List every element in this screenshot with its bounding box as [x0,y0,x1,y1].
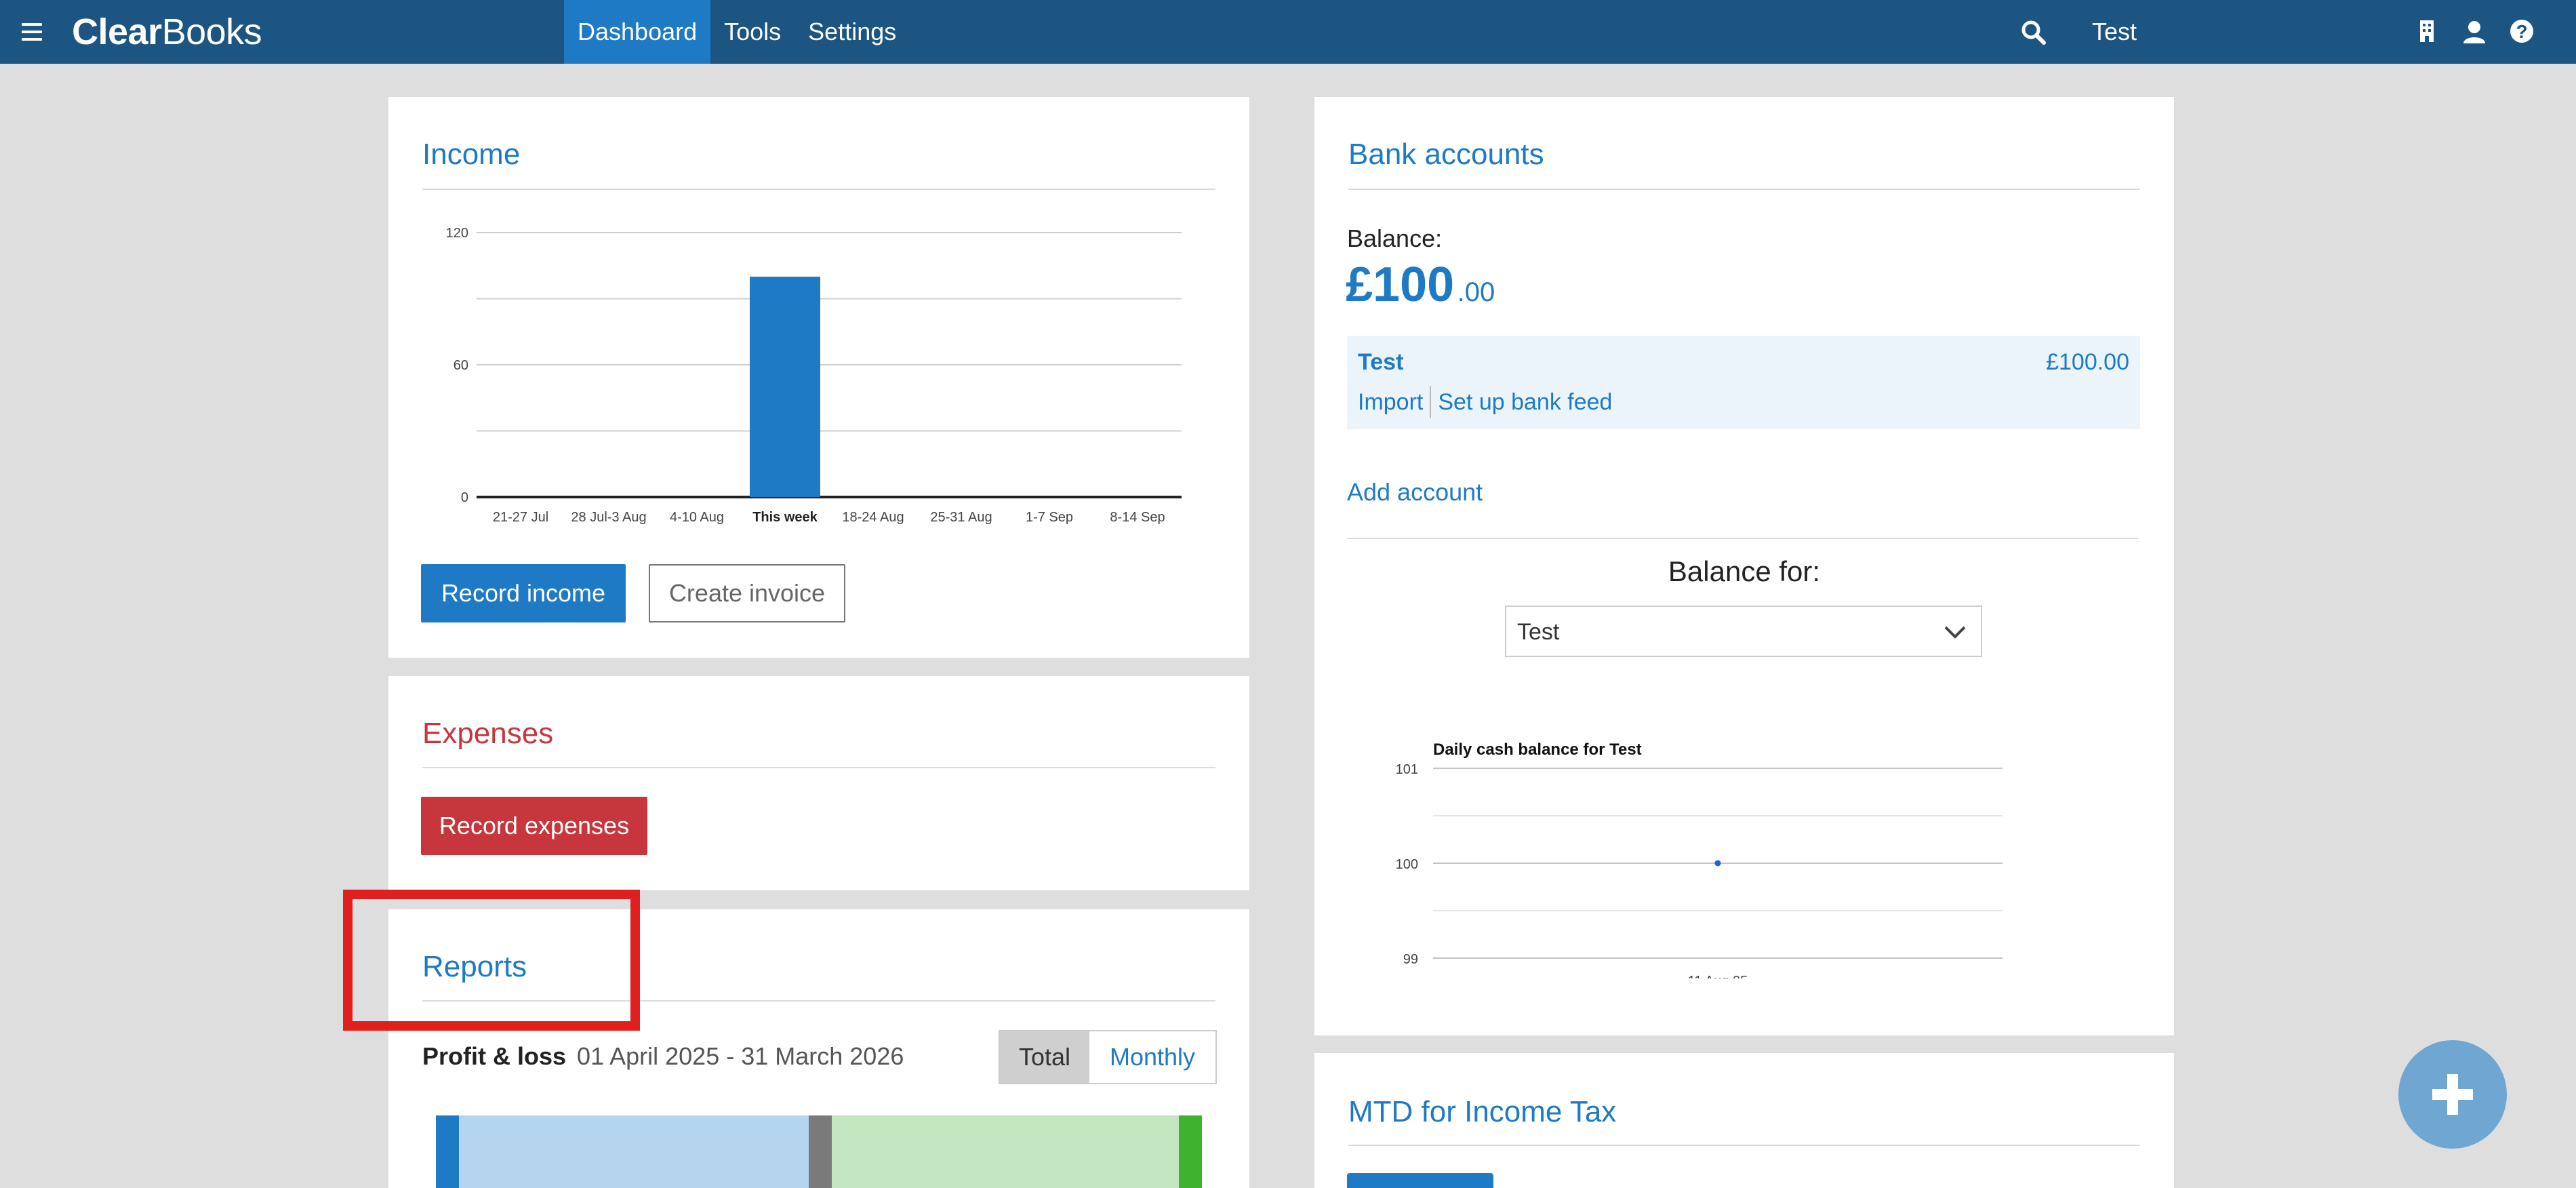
cash-balance-chart: Daily cash balance for Test 101 100 99 11 Au… [1396,740,2003,978]
mtd-action-button[interactable] [1347,1173,1493,1188]
toggle-monthly[interactable]: Monthly [1109,1043,1196,1071]
building-icon[interactable] [2413,18,2440,45]
balance-point [1714,860,1721,867]
x-tick-label: 4-10 Aug [670,510,724,525]
profit-loss-heading: Profit & loss 01 April 2025 - 31 March 2… [422,1042,904,1071]
balance-label: Balance: [1347,224,1443,252]
income-title: Income [422,138,521,171]
help-icon[interactable]: ? [2508,18,2535,45]
toggle-total[interactable]: Total [1000,1031,1089,1083]
x-tick-label: 1-7 Sep [1026,510,1073,525]
y-tick-label: 101 [1396,762,1418,777]
bank-accounts-card: Bank accounts Balance: £100 .00 Test £10… [1314,97,2174,1035]
record-income-button[interactable]: Record income [421,564,626,622]
expenses-card: Expenses Record expenses [388,676,1249,890]
create-invoice-button[interactable]: Create invoice [649,564,845,622]
bank-accounts-title: Bank accounts [1348,138,1544,171]
x-tick-label: This week [752,510,818,525]
bank-account-row: Test £100.00 Import Set up bank feed [1347,336,2140,429]
reports-title[interactable]: Reports [422,950,527,983]
x-tick-label: 18-24 Aug [842,510,904,525]
profit-loss-label: Profit & loss [422,1042,567,1070]
mtd-title: MTD for Income Tax [1348,1095,1617,1128]
search-icon[interactable] [2020,19,2047,46]
y-tick-label: 0 [461,490,468,505]
bank-feed-link[interactable]: Set up bank feed [1438,389,1613,415]
y-tick-label: 100 [1396,857,1418,872]
app-logo[interactable]: ClearBooks [72,12,262,52]
nav-tools[interactable]: Tools [724,18,782,45]
y-tick-label: 120 [446,226,468,241]
add-fab-button[interactable] [2398,1040,2507,1149]
report-toggle: Total Monthly [999,1030,1217,1084]
chart-title: Daily cash balance for Test [1433,740,1642,759]
profit-loss-range: 01 April 2025 - 31 March 2026 [577,1042,904,1070]
nav-dashboard[interactable]: Dashboard [564,0,711,64]
balance-for-label: Balance for: [1668,555,1821,587]
account-select[interactable]: Test [1505,606,1982,657]
x-tick-label: 28 Jul-3 Aug [571,510,646,525]
account-amount: £100.00 [2046,349,2129,375]
y-tick-label: 60 [454,358,468,373]
x-tick-label: 21-27 Jul [493,510,548,525]
reports-card: Reports Profit & loss 01 April 2025 - 31… [388,909,1249,1188]
top-bar: ClearBooks Dashboard Tools Settings Test… [0,0,2576,64]
add-account-link[interactable]: Add account [1347,478,1483,506]
account-name[interactable]: Test [1358,349,1404,375]
record-expenses-button[interactable]: Record expenses [421,797,647,855]
y-tick-label: 99 [1403,952,1418,967]
chevron-down-icon [1944,626,1966,639]
x-tick-label: 11 Aug 25 [1688,974,1748,978]
svg-text:?: ? [2516,21,2527,42]
income-card: Income 120 60 0 21-27 Jul 28 Jul-3 Aug 4-10 A… [388,97,1249,658]
balance-amount: £100 .00 [1346,258,1495,312]
x-tick-label: 25-31 Aug [930,510,992,525]
income-bar-chart: 120 60 0 21-27 Jul 28 Jul-3 Aug 4-10 Aug This … [446,226,1182,525]
user-icon[interactable] [2461,18,2488,45]
expenses-title: Expenses [422,717,554,750]
import-link[interactable]: Import [1358,389,1424,415]
main-nav: Dashboard Tools Settings [564,0,910,64]
x-tick-label: 8-14 Sep [1110,510,1165,525]
company-name[interactable]: Test [2092,18,2137,45]
profit-loss-bar [436,1115,1202,1188]
mtd-card: MTD for Income Tax [1314,1053,2174,1188]
plus-icon [2432,1074,2473,1115]
menu-icon[interactable] [22,23,42,41]
nav-settings[interactable]: Settings [808,18,897,45]
income-bar [750,277,820,497]
